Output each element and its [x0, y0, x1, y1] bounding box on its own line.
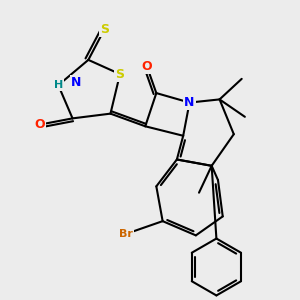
- Text: N: N: [70, 76, 81, 89]
- Text: S: S: [100, 23, 109, 36]
- Text: Br: Br: [119, 229, 133, 239]
- Text: O: O: [34, 118, 45, 131]
- Text: H: H: [54, 80, 63, 90]
- Text: N: N: [184, 96, 195, 109]
- Text: S: S: [116, 68, 124, 81]
- Text: O: O: [142, 60, 152, 73]
